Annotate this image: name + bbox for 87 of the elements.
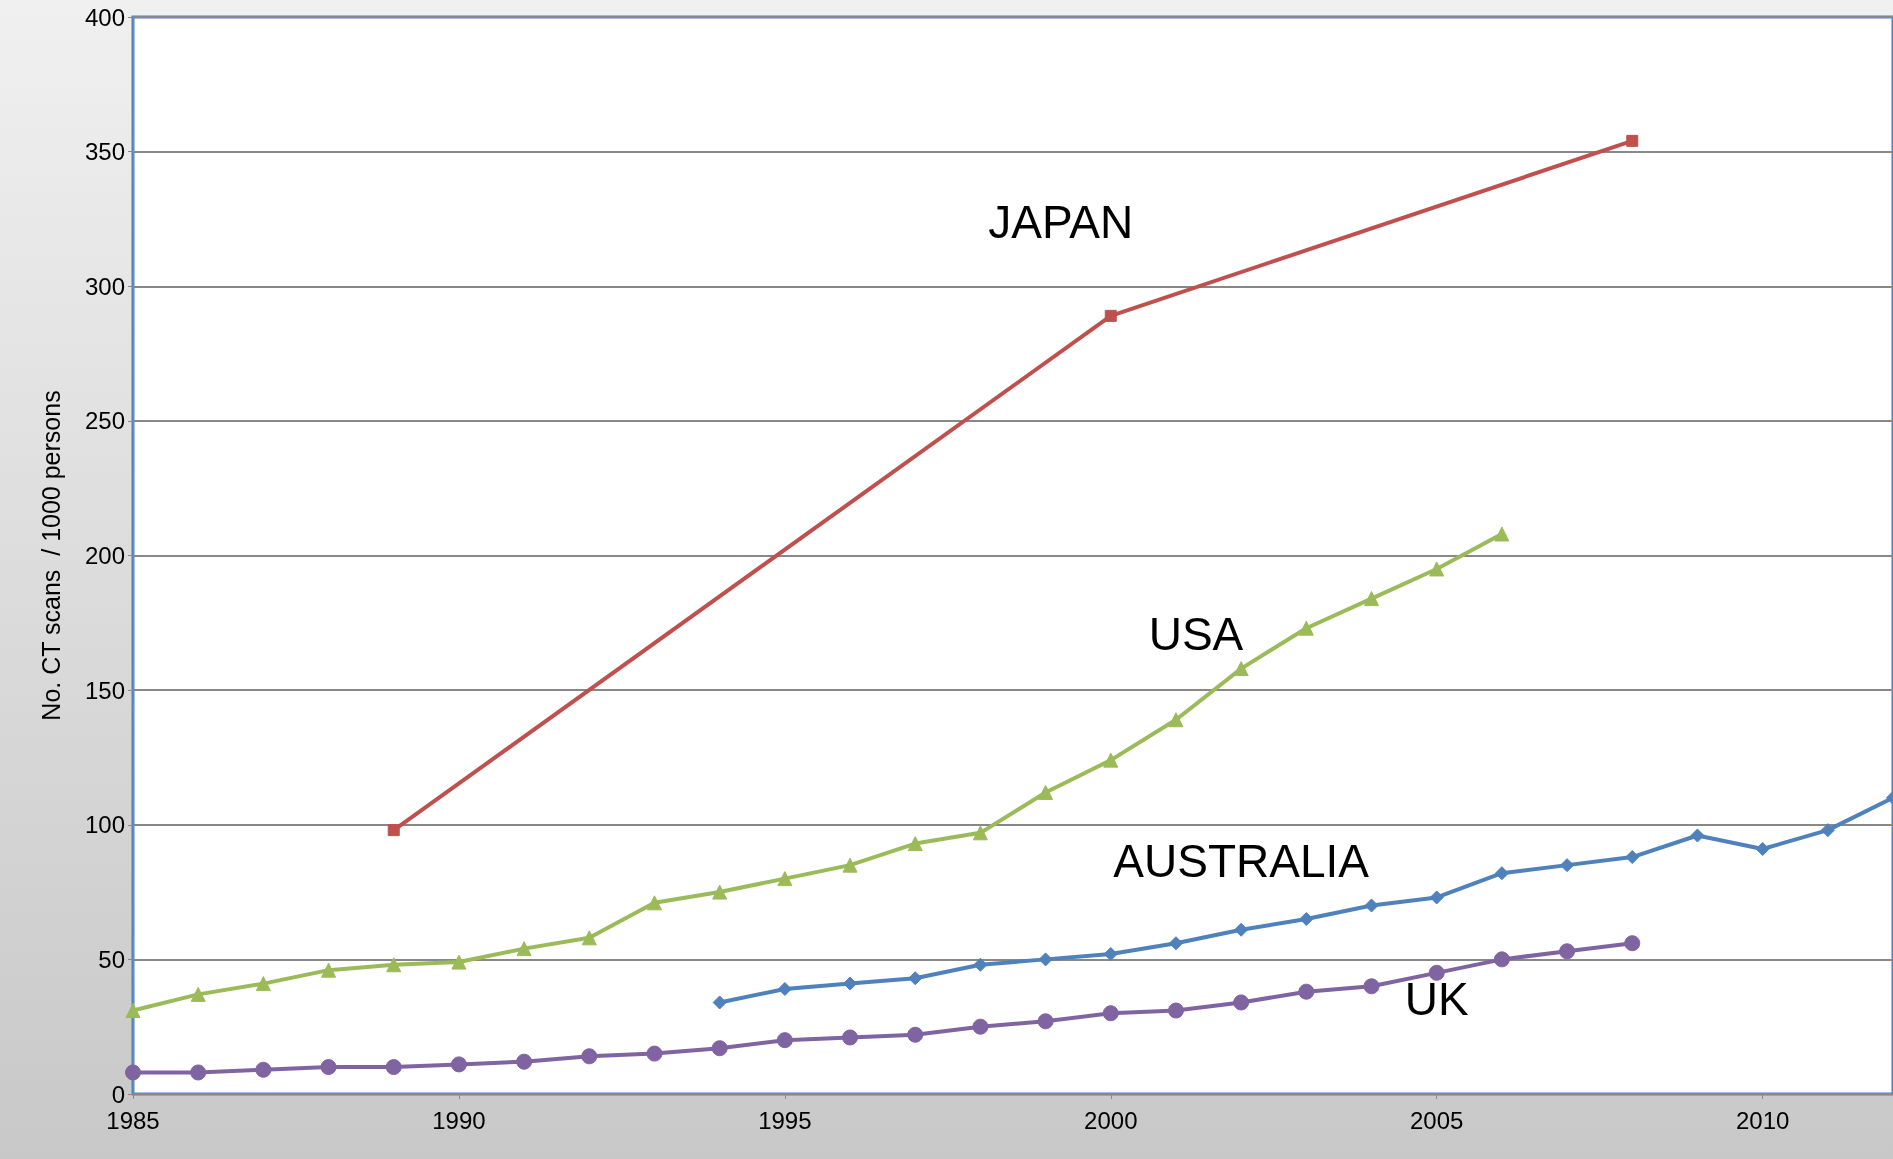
point (1298, 983, 1315, 1000)
point (972, 1018, 989, 1035)
point (1102, 1005, 1119, 1022)
point (907, 1026, 924, 1043)
point (1494, 526, 1510, 542)
point (1234, 922, 1249, 937)
point (1103, 946, 1118, 961)
point (516, 941, 532, 957)
point (842, 857, 858, 873)
x-tick-label: 1995 (758, 1106, 812, 1134)
point (1233, 994, 1250, 1011)
point (320, 1059, 337, 1076)
point (646, 1045, 663, 1062)
point (1429, 890, 1444, 905)
x-tick-label: 2010 (1735, 1106, 1790, 1134)
point (1429, 561, 1445, 577)
point (1167, 1002, 1184, 1019)
y-tick-label: 50 (98, 945, 125, 973)
point (1233, 661, 1249, 677)
point (190, 1064, 207, 1081)
point (1428, 964, 1445, 981)
point (1038, 952, 1053, 967)
point (776, 1032, 793, 1049)
x-tick-label: 2000 (1084, 1106, 1138, 1134)
point (125, 1003, 141, 1019)
x-tick-label: 2005 (1410, 1106, 1464, 1134)
series-label: JAPAN (988, 195, 1134, 248)
point (1168, 936, 1183, 951)
point (1625, 850, 1640, 865)
point (1493, 951, 1510, 968)
point (1298, 620, 1314, 636)
point (1037, 1013, 1054, 1030)
point (1104, 309, 1117, 322)
y-tick-label: 200 (84, 542, 125, 569)
x-tick-label: 1985 (106, 1106, 160, 1134)
point (1560, 858, 1575, 873)
point (712, 995, 727, 1010)
point (581, 1048, 598, 1065)
point (385, 1059, 402, 1076)
y-tick-label: 0 (111, 1080, 125, 1108)
point (1364, 591, 1380, 607)
y-tick-label: 150 (84, 676, 125, 704)
point (908, 971, 923, 986)
point (777, 871, 793, 887)
point (1690, 828, 1705, 843)
point (190, 986, 206, 1002)
point (1168, 712, 1184, 728)
point (907, 836, 923, 852)
point (972, 825, 988, 841)
point (450, 1056, 467, 1073)
series-label: USA (1148, 608, 1244, 661)
point (973, 957, 988, 972)
y-tick-label: 250 (84, 407, 125, 435)
point (1624, 935, 1641, 952)
point (1103, 752, 1119, 768)
point (646, 895, 662, 911)
point (777, 981, 792, 996)
point (712, 884, 728, 900)
point (842, 1029, 859, 1046)
point (386, 957, 402, 973)
point (516, 1053, 533, 1070)
point (843, 976, 858, 991)
point (255, 976, 271, 992)
series-label: AUSTRALIA (1113, 834, 1370, 887)
point (255, 1061, 272, 1078)
x-tick-label: 1990 (432, 1106, 486, 1134)
point (1299, 911, 1314, 926)
point (1038, 784, 1054, 800)
point (1364, 898, 1379, 913)
point (1820, 823, 1835, 838)
point (1626, 134, 1639, 147)
point (451, 954, 467, 970)
point (387, 824, 400, 837)
point (1494, 866, 1509, 881)
point (125, 1064, 141, 1081)
point (711, 1040, 728, 1057)
y-tick-label: 100 (84, 811, 125, 839)
y-tick-label: 300 (84, 272, 125, 300)
point (1755, 841, 1770, 856)
point (321, 962, 337, 978)
series-label: UK (1404, 972, 1469, 1025)
point (581, 930, 597, 946)
y-axis-title: No. CT scans / 1000 persons (36, 390, 65, 721)
y-tick-label: 400 (84, 3, 125, 31)
point (1559, 943, 1576, 960)
y-tick-label: 350 (84, 138, 125, 166)
point (1363, 978, 1380, 995)
